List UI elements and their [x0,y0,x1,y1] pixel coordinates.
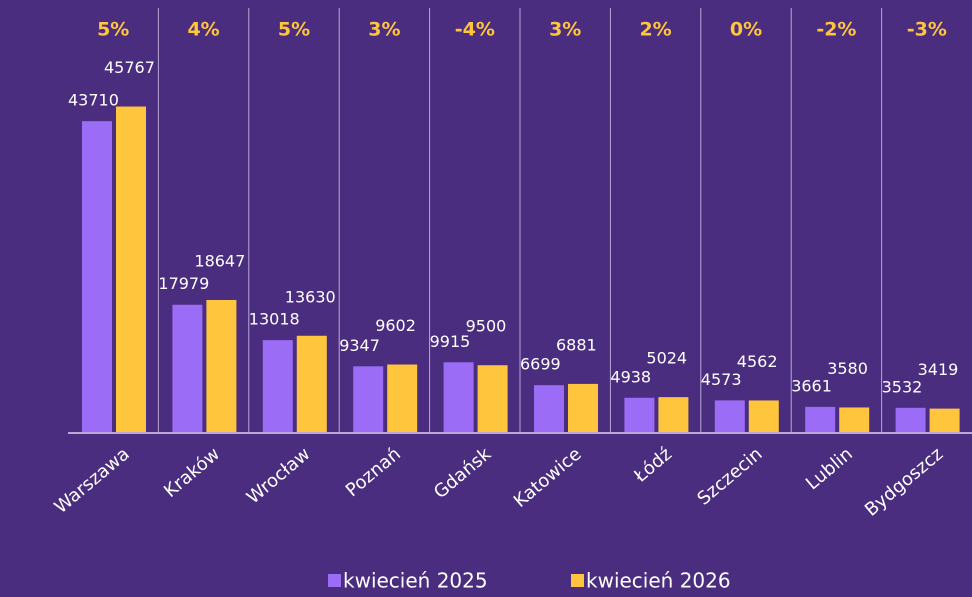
value-label: 4573 [701,370,742,389]
bar [82,121,112,434]
bar [477,365,508,433]
bar [895,407,926,433]
value-label: 5024 [646,349,687,368]
value-label: 9500 [466,317,507,336]
bar [658,397,689,433]
value-label: 17979 [158,274,209,293]
value-label: 6699 [520,355,561,374]
bar [929,408,960,433]
bar [116,106,146,433]
bar [262,340,293,433]
bar [206,299,237,433]
value-label: 45767 [104,58,155,77]
change-label: 0% [730,19,762,41]
change-label: 3% [368,19,400,41]
bar [624,397,655,433]
value-label: 3580 [827,359,868,378]
value-label: 9347 [339,336,380,355]
change-label: -2% [816,19,856,41]
legend-swatch [571,574,584,587]
change-label: 5% [97,19,129,41]
bar [748,400,779,433]
value-label: 3532 [882,377,923,396]
bar [805,406,836,433]
change-label: 2% [639,19,671,41]
change-label: -4% [455,19,495,41]
value-label: 4938 [610,367,651,386]
value-label: 3661 [791,376,832,395]
value-label: 3419 [918,360,959,379]
change-label: 3% [549,19,581,41]
legend-label: kwiecień 2026 [586,569,731,593]
change-label: -3% [907,19,947,41]
value-label: 13630 [285,287,336,306]
value-label: 18647 [194,251,245,270]
change-label: 4% [187,19,219,41]
bar [839,407,870,433]
value-label: 13018 [249,310,300,329]
legend-label: kwiecień 2025 [343,569,488,593]
bar [534,385,564,433]
value-label: 4562 [737,352,778,371]
value-label: 43710 [68,91,119,110]
bar [568,383,598,433]
legend-swatch [328,574,341,587]
value-label: 9602 [375,316,416,335]
bar [172,304,203,433]
bar [387,364,418,433]
bar [296,335,327,433]
value-label: 9915 [430,332,471,351]
bar [353,366,384,433]
value-label: 6881 [556,335,597,354]
change-label: 5% [278,19,310,41]
bar [714,400,745,433]
bar [443,362,474,433]
